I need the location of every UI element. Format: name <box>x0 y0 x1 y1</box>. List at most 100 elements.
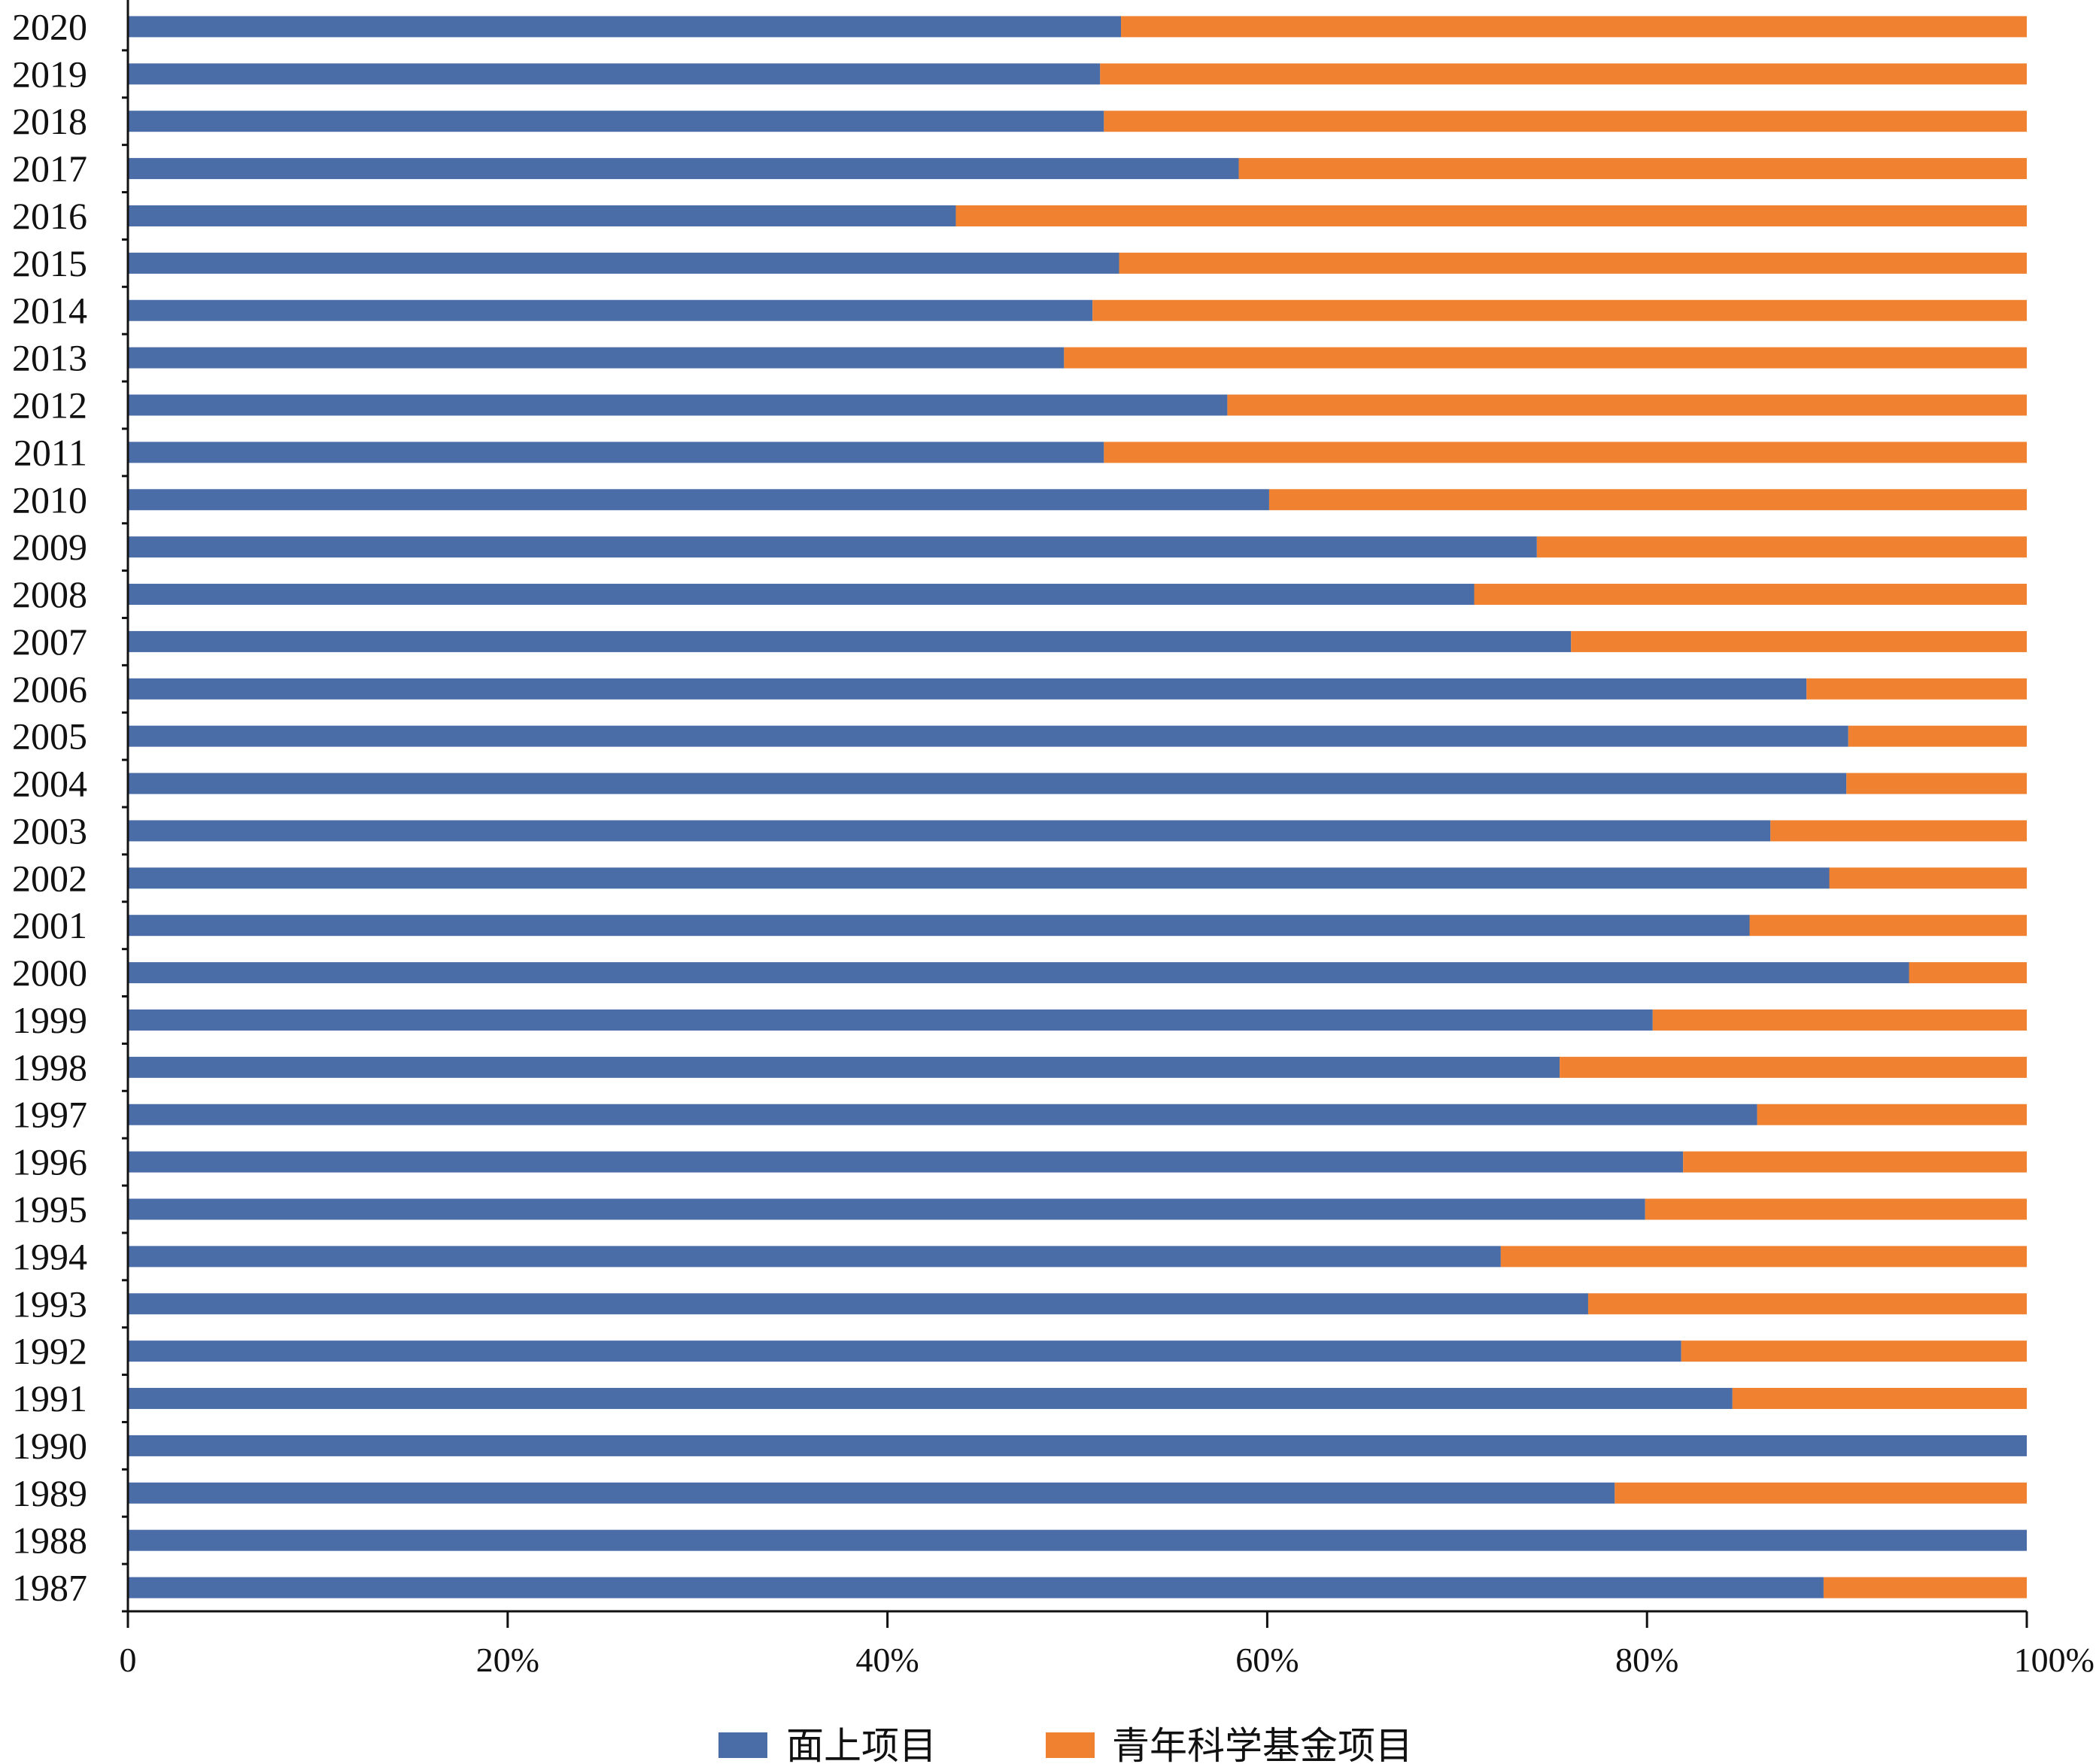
legend: 面上项目 青年科学基金项目 <box>718 1724 1413 1764</box>
bar-2011-series-2 <box>1104 442 2027 463</box>
bar-2014-series-2 <box>1092 299 2027 321</box>
bar-1987-series-2 <box>1823 1577 2027 1599</box>
y-tick-label: 2015 <box>12 242 87 284</box>
y-tick-label: 1999 <box>12 999 87 1041</box>
bar-1999-series-2 <box>1652 1009 2027 1031</box>
bar-2004-series-1 <box>128 773 1847 794</box>
bar-1989-series-2 <box>1615 1482 2027 1504</box>
x-tick-label: 0 <box>120 1641 137 1679</box>
legend-label-series-2: 青年科学基金项目 <box>1112 1724 1413 1764</box>
y-tick-label: 2000 <box>12 952 87 994</box>
y-tick-label: 2003 <box>12 809 87 852</box>
bars-layer <box>128 16 2027 1599</box>
y-tick-label: 2006 <box>12 668 87 710</box>
bar-2001-series-2 <box>1749 915 2027 937</box>
bar-2005-series-2 <box>1848 725 2027 747</box>
bar-1993-series-1 <box>128 1293 1588 1315</box>
bar-2012-series-2 <box>1227 394 2027 416</box>
bar-2008-series-1 <box>128 584 1475 606</box>
x-tick-label: 20% <box>476 1641 539 1679</box>
x-tick-label: 100% <box>2014 1641 2094 1679</box>
bar-2012-series-1 <box>128 394 1228 416</box>
bar-2003-series-1 <box>128 820 1771 842</box>
y-axis: 2020 2019 2018 2017 2016 2015 2014 2013 20122011… <box>12 0 129 1613</box>
y-tick-label: 1997 <box>12 1094 87 1136</box>
y-tick-label: 2012 <box>12 384 87 427</box>
y-tick-label: 1998 <box>12 1046 87 1088</box>
y-tick-label: 1987 <box>12 1567 87 1609</box>
bar-1997-series-1 <box>128 1104 1757 1125</box>
bar-1987-series-1 <box>128 1577 1824 1599</box>
bar-1989-series-1 <box>128 1482 1615 1504</box>
bar-2003-series-2 <box>1770 820 2027 842</box>
y-tick-label: 2009 <box>12 526 87 568</box>
bar-1999-series-1 <box>128 1009 1653 1031</box>
y-tick-label: 1988 <box>12 1520 87 1562</box>
bar-2017-series-1 <box>128 158 1239 180</box>
bar-1994-series-1 <box>128 1246 1501 1268</box>
bar-1990-series-1 <box>128 1435 2027 1456</box>
y-tick-label: 2002 <box>12 857 87 899</box>
bar-2019-series-2 <box>1100 63 2027 85</box>
bar-2010-series-1 <box>128 489 1269 511</box>
y-tick-label: 1995 <box>12 1189 87 1231</box>
bar-2002-series-1 <box>128 867 1830 889</box>
bar-2006-series-2 <box>1806 678 2027 700</box>
y-tick-label: 2010 <box>12 478 87 521</box>
bar-2020-series-2 <box>1121 16 2027 38</box>
bar-1997-series-2 <box>1757 1104 2027 1125</box>
bar-2002-series-2 <box>1829 867 2027 889</box>
y-tick-label: 1996 <box>12 1141 87 1183</box>
x-tick-label: 60% <box>1235 1641 1299 1679</box>
bar-2007-series-2 <box>1571 630 2027 652</box>
legend-label-series-1: 面上项目 <box>786 1724 937 1764</box>
bar-1992-series-2 <box>1681 1340 2027 1362</box>
bar-2014-series-1 <box>128 299 1093 321</box>
bar-2015-series-1 <box>128 252 1119 274</box>
y-tick-label: 2016 <box>12 195 87 237</box>
y-tick-label: 2001 <box>12 904 87 946</box>
y-tick-label: 1993 <box>12 1283 87 1325</box>
y-tick-label: 2007 <box>12 621 87 663</box>
bar-2016-series-1 <box>128 205 956 226</box>
legend-swatch-series-1 <box>718 1732 767 1758</box>
bar-2020-series-1 <box>128 16 1122 38</box>
y-tick-label: 1989 <box>12 1472 87 1514</box>
x-axis: 0 20% 40% 60% 80% 100% <box>120 1610 2094 1679</box>
bar-1995-series-2 <box>1645 1198 2027 1220</box>
y-tick-label: 1992 <box>12 1330 87 1372</box>
y-tick-label: 2020 <box>12 5 87 47</box>
bar-1995-series-1 <box>128 1198 1645 1220</box>
bar-2000-series-2 <box>1909 962 2027 984</box>
bar-2001-series-1 <box>128 915 1750 937</box>
y-tick-label: 2004 <box>12 763 87 805</box>
x-tick-label: 40% <box>855 1641 919 1679</box>
y-tick-label: 2008 <box>12 573 87 615</box>
bar-2009-series-2 <box>1536 536 2027 558</box>
bar-2011-series-1 <box>128 442 1104 463</box>
bar-1991-series-1 <box>128 1388 1733 1410</box>
x-tick-label: 80% <box>1615 1641 1678 1679</box>
y-tick-label: 2014 <box>12 290 87 332</box>
bar-1998-series-2 <box>1560 1056 2027 1078</box>
bar-2000-series-1 <box>128 962 1909 984</box>
bar-1988-series-1 <box>128 1529 2027 1551</box>
y-tick-label: 1991 <box>12 1377 87 1419</box>
bar-2017-series-2 <box>1238 158 2027 180</box>
bar-2015-series-2 <box>1119 252 2027 274</box>
bar-2009-series-1 <box>128 536 1537 558</box>
bar-2018-series-2 <box>1104 111 2027 132</box>
bar-1991-series-2 <box>1732 1388 2027 1410</box>
bar-2006-series-1 <box>128 678 1807 700</box>
y-tick-label: 2018 <box>12 100 87 142</box>
y-tick-label: 2005 <box>12 715 87 758</box>
bar-1994-series-2 <box>1500 1246 2027 1268</box>
bar-2013-series-1 <box>128 347 1065 369</box>
y-tick-label: 2019 <box>12 53 87 95</box>
bar-2013-series-2 <box>1064 347 2027 369</box>
bar-1996-series-2 <box>1683 1151 2027 1173</box>
bar-1992-series-1 <box>128 1340 1681 1362</box>
bar-2018-series-1 <box>128 111 1104 132</box>
legend-swatch-series-2 <box>1046 1732 1095 1758</box>
